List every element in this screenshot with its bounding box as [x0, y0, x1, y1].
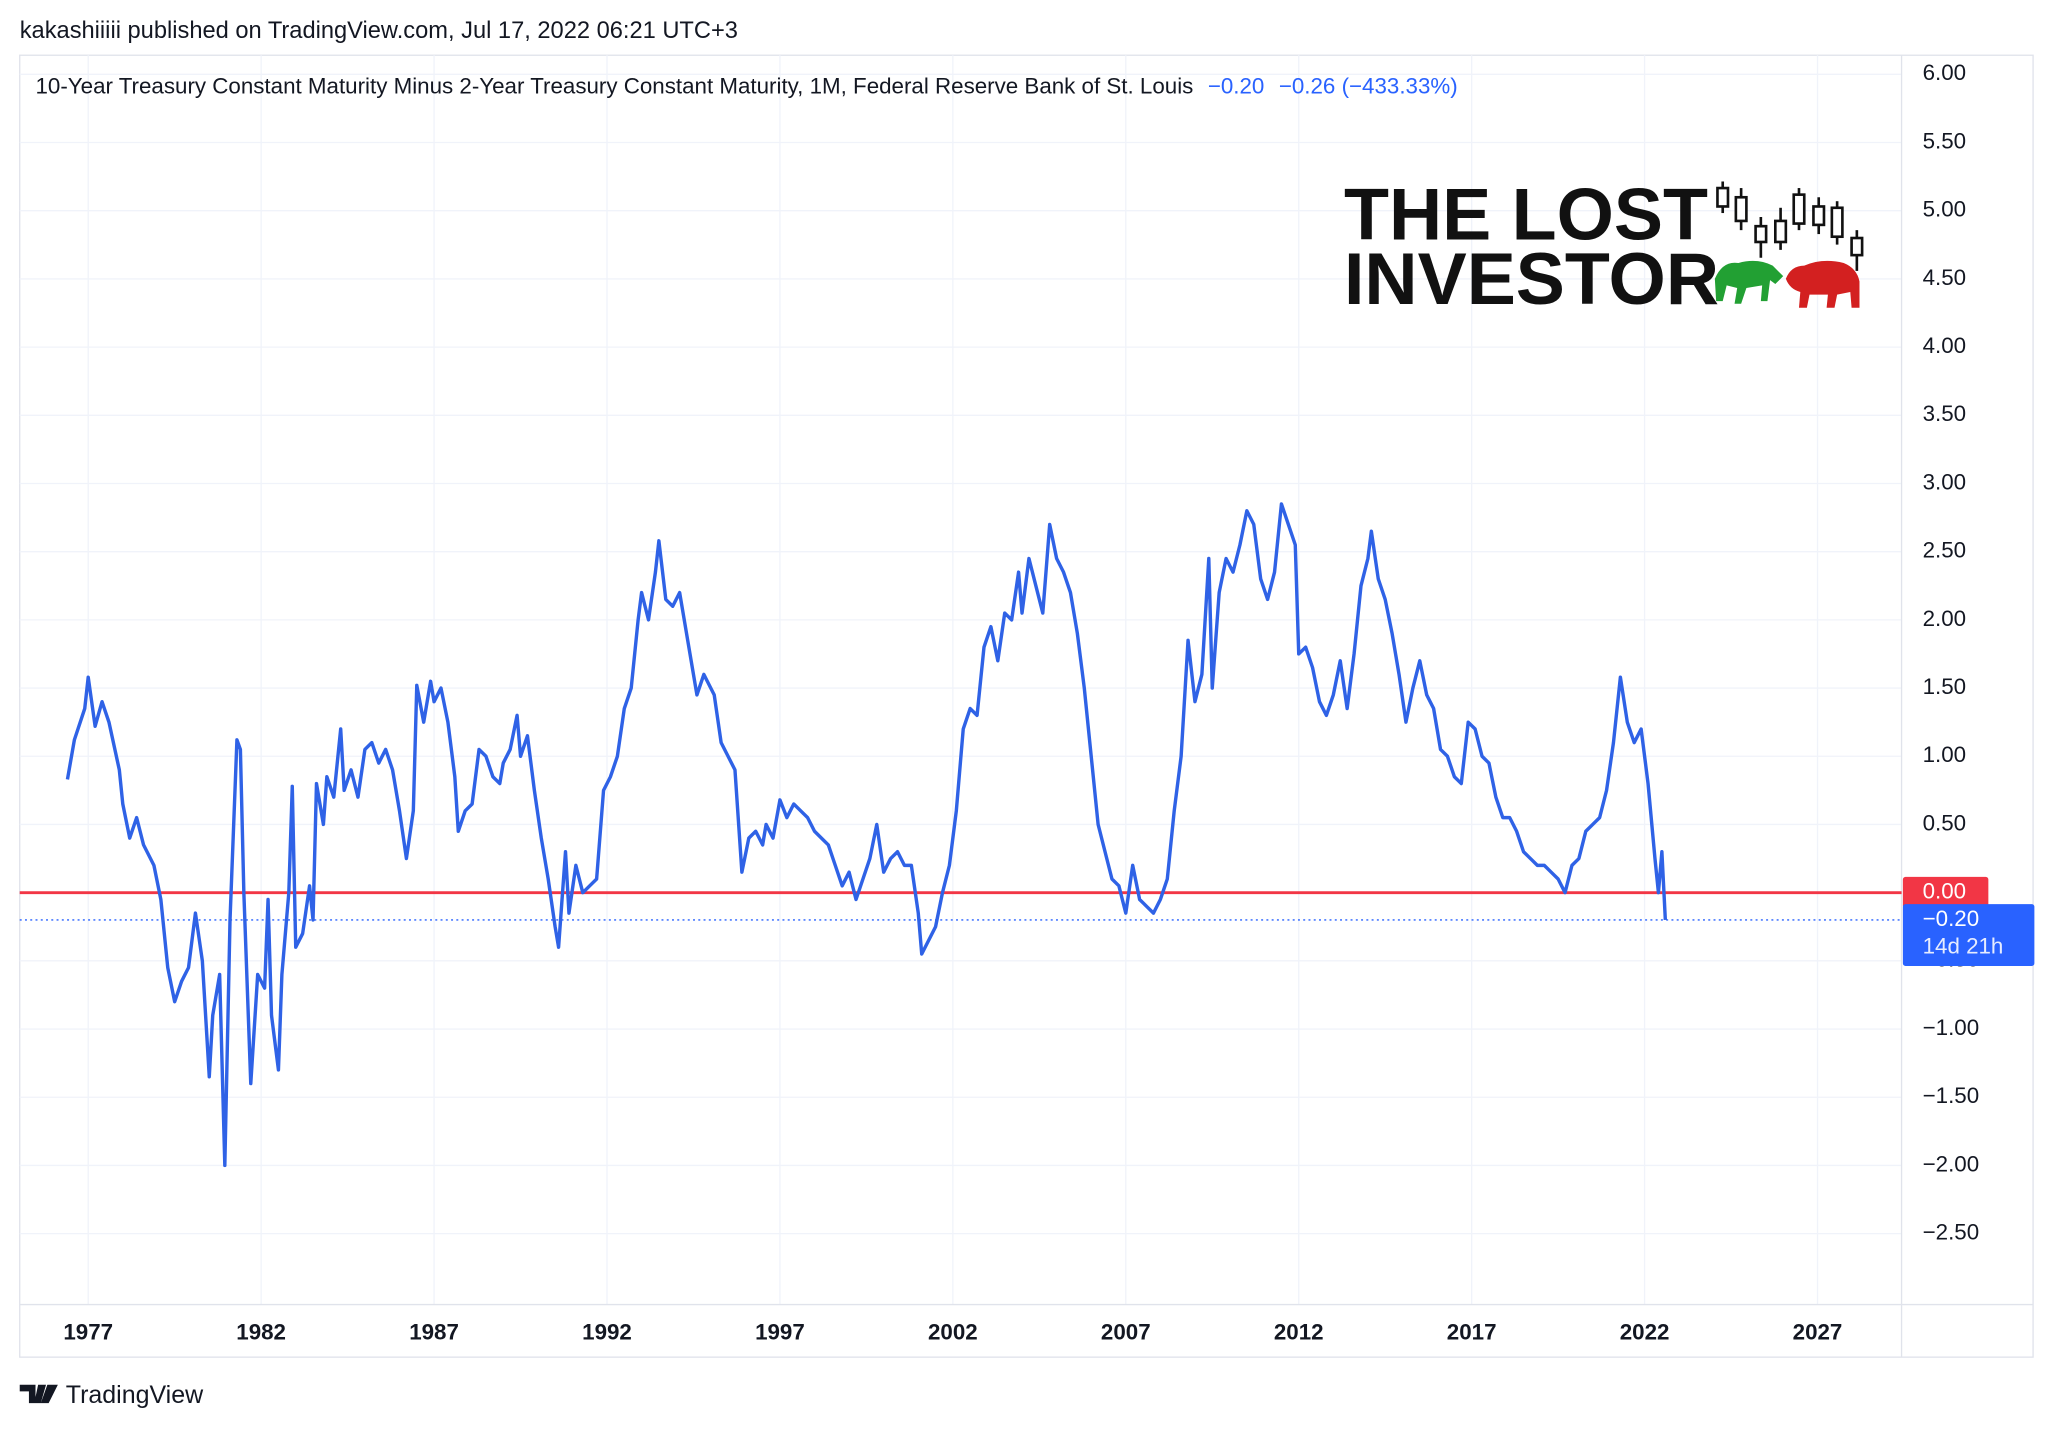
plot-area — [19, 502, 1902, 1168]
zero-badge — [1902, 876, 1989, 909]
y-tick-label: 2.50 — [1923, 538, 1967, 563]
y-tick-label: −2.50 — [1923, 1220, 1980, 1245]
zero-badge-label: 0.00 — [1923, 879, 1967, 904]
y-tick-label: 3.50 — [1923, 401, 1967, 426]
legend-change: −0.26 (−433.33%) — [1279, 73, 1458, 98]
legend: 10-Year Treasury Constant Maturity Minus… — [36, 73, 1458, 98]
last-badge — [1902, 904, 2035, 966]
y-tick-label: 5.00 — [1923, 197, 1967, 222]
frame — [19, 54, 2034, 1358]
y-tick-label: 4.00 — [1923, 333, 1967, 358]
logo-bull — [1714, 260, 1784, 304]
y-tick-label: 5.50 — [1923, 128, 1967, 153]
y-tick-label: 4.50 — [1923, 265, 1967, 290]
legend-title: 10-Year Treasury Constant Maturity Minus… — [36, 73, 1194, 98]
logo: THE LOST INVESTOR — [1344, 172, 1864, 320]
x-tick-label: 2012 — [1274, 1319, 1324, 1344]
x-tick-label: 1997 — [755, 1319, 805, 1344]
legend-value: −0.20 — [1208, 73, 1265, 98]
x-tick-label: 1987 — [409, 1319, 459, 1344]
x-tick-label: 2027 — [1793, 1319, 1843, 1344]
x-tick-label: 1982 — [236, 1319, 286, 1344]
logo-candles — [1716, 181, 1864, 271]
y-tick-label: 1.00 — [1923, 742, 1967, 767]
y-tick-label: 3.00 — [1923, 469, 1967, 494]
y-tick-label: 2.00 — [1923, 606, 1967, 631]
brand-icon — [19, 1384, 58, 1404]
series-line — [65, 502, 1668, 1168]
y-tick-label: −1.50 — [1923, 1083, 1980, 1108]
x-tick-label: 2007 — [1101, 1319, 1151, 1344]
brand: TradingView — [19, 1381, 204, 1409]
header: kakashiiiii published on TradingView.com… — [20, 18, 738, 44]
x-tick-label: 2022 — [1620, 1319, 1670, 1344]
x-tick-label: 2002 — [928, 1319, 978, 1344]
y-tick-label: 6.00 — [1923, 60, 1967, 85]
last-badge-label: −0.20 — [1923, 906, 1980, 931]
brand-text: TradingView — [66, 1381, 204, 1409]
logo-text: INVESTOR — [1344, 237, 1719, 320]
countdown-label: 14d 21h — [1923, 933, 2004, 958]
logo-bear — [1785, 260, 1860, 308]
y-tick-label: −1.00 — [1923, 1015, 1980, 1040]
x-tick-label: 1977 — [63, 1319, 113, 1344]
logo-text: THE LOST — [1344, 172, 1708, 255]
y-tick-label: 1.50 — [1923, 674, 1967, 699]
y-tick-label: −2.00 — [1923, 1151, 1980, 1176]
x-tick-label: 1992 — [582, 1319, 632, 1344]
y-tick-label: 0.50 — [1923, 810, 1967, 835]
x-tick-label: 2017 — [1447, 1319, 1497, 1344]
